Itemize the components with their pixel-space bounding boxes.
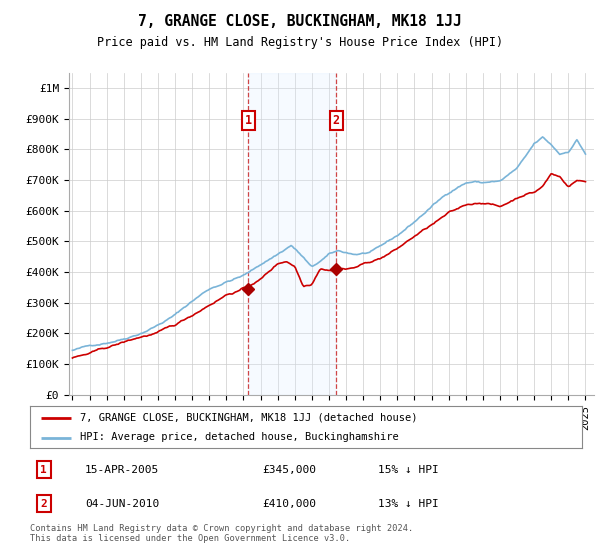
Text: 15% ↓ HPI: 15% ↓ HPI xyxy=(378,465,439,475)
Text: Contains HM Land Registry data © Crown copyright and database right 2024.
This d: Contains HM Land Registry data © Crown c… xyxy=(30,524,413,543)
Text: 2: 2 xyxy=(40,499,47,509)
Text: Price paid vs. HM Land Registry's House Price Index (HPI): Price paid vs. HM Land Registry's House … xyxy=(97,36,503,49)
Text: 13% ↓ HPI: 13% ↓ HPI xyxy=(378,499,439,509)
Text: 2: 2 xyxy=(332,114,340,127)
Text: 7, GRANGE CLOSE, BUCKINGHAM, MK18 1JJ (detached house): 7, GRANGE CLOSE, BUCKINGHAM, MK18 1JJ (d… xyxy=(80,413,417,423)
Text: £345,000: £345,000 xyxy=(262,465,316,475)
Text: 1: 1 xyxy=(245,114,252,127)
Text: £410,000: £410,000 xyxy=(262,499,316,509)
Text: HPI: Average price, detached house, Buckinghamshire: HPI: Average price, detached house, Buck… xyxy=(80,432,398,442)
Text: 15-APR-2005: 15-APR-2005 xyxy=(85,465,160,475)
Bar xyxy=(248,73,336,395)
Text: 7, GRANGE CLOSE, BUCKINGHAM, MK18 1JJ: 7, GRANGE CLOSE, BUCKINGHAM, MK18 1JJ xyxy=(138,14,462,29)
Text: 1: 1 xyxy=(40,465,47,475)
Text: 04-JUN-2010: 04-JUN-2010 xyxy=(85,499,160,509)
